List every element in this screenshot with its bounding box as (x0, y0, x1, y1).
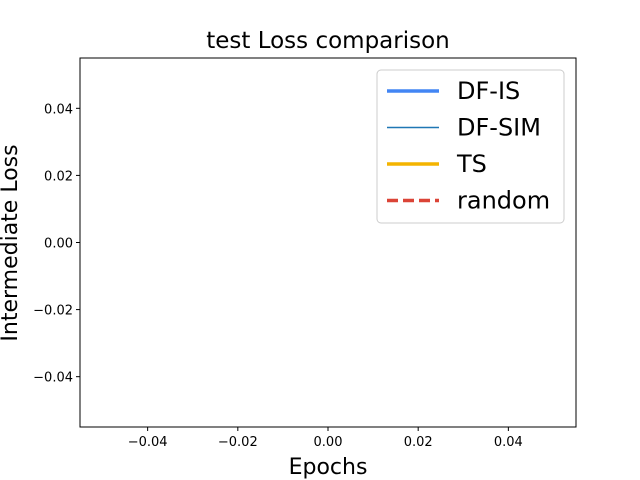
legend-label: random (457, 187, 550, 215)
x-tick-label: 0.00 (314, 435, 343, 450)
y-tick-label: 0.04 (44, 102, 73, 117)
legend-box (376, 69, 565, 224)
x-axis: −0.04 −0.02 0.00 0.02 0.04 (128, 427, 523, 450)
x-tick-label: 0.04 (494, 435, 523, 450)
y-axis-title: Intermediate Loss (0, 144, 23, 341)
y-tick-label: 0.02 (44, 169, 73, 184)
y-tick-label: −0.04 (33, 371, 73, 386)
x-tick-label: 0.02 (404, 435, 433, 450)
x-axis-title: Epochs (289, 455, 368, 480)
y-tick-label: −0.02 (33, 304, 73, 319)
legend: DF-IS DF-SIM TS random (376, 69, 565, 224)
plot-frame (79, 57, 577, 428)
x-tick-label: −0.02 (218, 435, 258, 450)
legend-label: DF-IS (457, 77, 520, 105)
legend-label: TS (456, 150, 487, 178)
x-tick-label: −0.04 (128, 435, 168, 450)
legend-label: DF-SIM (457, 114, 541, 142)
chart-title: test Loss comparison (206, 28, 450, 54)
y-tick-label: 0.00 (44, 237, 73, 252)
y-axis: −0.04 −0.02 0.00 0.02 0.04 (33, 102, 80, 386)
